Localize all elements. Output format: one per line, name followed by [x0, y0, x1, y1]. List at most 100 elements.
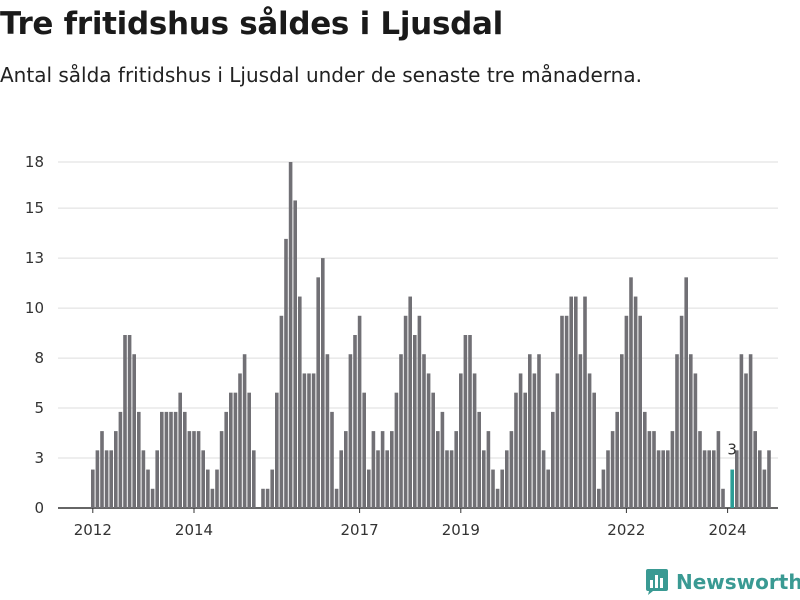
bar: [620, 354, 624, 508]
bar: [578, 354, 583, 508]
page-title: Tre fritidshus såldes i Ljusdal: [0, 6, 503, 42]
bar: [362, 392, 366, 508]
bar: [656, 450, 661, 508]
bar: [518, 373, 523, 508]
bar: [702, 450, 707, 508]
y-tick-label: 13: [25, 249, 44, 267]
bar: [413, 335, 417, 508]
bar: [316, 277, 320, 508]
bar: [721, 488, 725, 508]
x-tick-label: 2017: [341, 521, 379, 539]
bar: [104, 450, 109, 508]
bar: [730, 469, 734, 508]
bar: [229, 392, 233, 508]
bar: [712, 450, 716, 508]
bar: [206, 469, 210, 508]
bar: [367, 469, 371, 508]
y-tick-label: 15: [25, 199, 44, 217]
bar: [91, 469, 95, 508]
bar: [716, 431, 721, 508]
bar: [647, 431, 652, 508]
bar: [762, 469, 767, 508]
bar: [744, 373, 748, 508]
y-axis-ticks: 0 3 5 8 10 13 15 18: [25, 153, 44, 517]
bar: [219, 431, 224, 508]
bar: [477, 411, 481, 508]
bar: [610, 431, 615, 508]
bar: [569, 296, 573, 508]
bar: [100, 431, 104, 508]
bar: [201, 450, 205, 508]
bar: [426, 373, 431, 508]
bar: [491, 469, 495, 508]
bar: [334, 488, 339, 508]
bar: [403, 315, 408, 508]
bar: [675, 354, 679, 508]
bar: [583, 296, 587, 508]
bar: [629, 277, 633, 508]
bar: [459, 373, 463, 508]
bar: [390, 431, 394, 508]
bar: [679, 315, 684, 508]
bar: [638, 315, 642, 508]
bar: [767, 450, 771, 508]
bar: [523, 392, 527, 508]
bar: [279, 315, 284, 508]
bar: [380, 431, 385, 508]
bar: [247, 392, 251, 508]
bar: [698, 431, 702, 508]
bar: [321, 258, 325, 508]
bar: [307, 373, 311, 508]
bar: [408, 296, 412, 508]
bar: [261, 488, 265, 508]
bar: [739, 354, 744, 508]
bar: [293, 200, 297, 508]
bar: [661, 450, 665, 508]
y-tick-label: 18: [25, 153, 44, 171]
bar: [652, 431, 656, 508]
bar: [666, 450, 670, 508]
bar: [288, 162, 293, 508]
bar: [187, 431, 192, 508]
bar: [482, 450, 486, 508]
bar: [528, 354, 532, 508]
bar: [238, 373, 242, 508]
bar: [440, 411, 445, 508]
bar: [127, 335, 132, 508]
bar: [302, 373, 307, 508]
bar: [348, 354, 353, 508]
bar: [624, 315, 629, 508]
brand-name: Newsworthy: [676, 570, 800, 594]
bar: [95, 450, 100, 508]
bar: [275, 392, 279, 508]
bar: [123, 335, 127, 508]
bar: [643, 411, 647, 508]
bar: [357, 315, 362, 508]
bar: [155, 450, 159, 508]
bar: [689, 354, 693, 508]
bar: [468, 335, 472, 508]
bar: [376, 450, 380, 508]
bar: [445, 450, 449, 508]
brand: Newsworthy: [644, 568, 800, 596]
bar: [758, 450, 762, 508]
bar: [178, 392, 182, 508]
bar: [344, 431, 348, 508]
bar: [141, 450, 146, 508]
bar: [242, 354, 247, 508]
bar: [192, 431, 196, 508]
bar: [137, 411, 141, 508]
bar: [486, 431, 491, 508]
bar: [183, 411, 187, 508]
bar: [132, 354, 136, 508]
bar: [546, 469, 550, 508]
bar: [532, 373, 537, 508]
bar: [505, 450, 509, 508]
bar: [574, 296, 578, 508]
bar: [436, 431, 440, 508]
x-tick-label: 2024: [709, 521, 747, 539]
y-tick-label: 8: [34, 349, 44, 367]
bar: [431, 392, 435, 508]
bar: [587, 373, 592, 508]
